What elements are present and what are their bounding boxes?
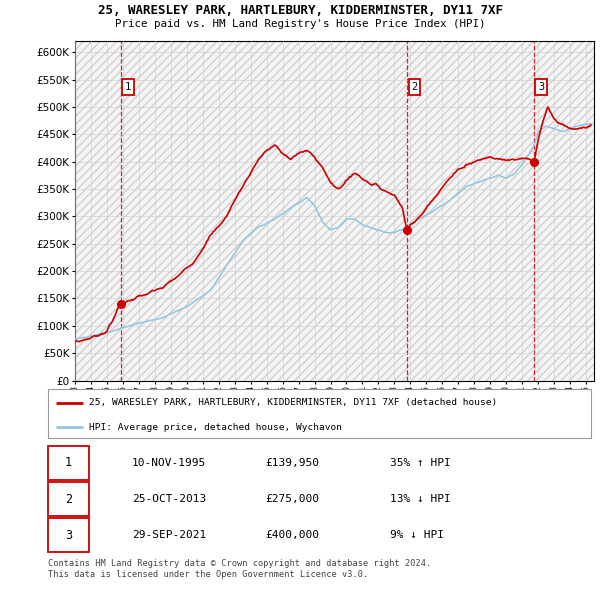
Text: 25-OCT-2013: 25-OCT-2013 <box>132 494 206 504</box>
Text: 2: 2 <box>65 493 72 506</box>
Text: 3: 3 <box>538 82 544 92</box>
Text: Price paid vs. HM Land Registry's House Price Index (HPI): Price paid vs. HM Land Registry's House … <box>115 19 485 29</box>
Text: HPI: Average price, detached house, Wychavon: HPI: Average price, detached house, Wych… <box>89 422 342 432</box>
Text: £400,000: £400,000 <box>265 530 319 540</box>
Text: 35% ↑ HPI: 35% ↑ HPI <box>390 458 451 468</box>
Bar <box>48 519 89 552</box>
Text: 29-SEP-2021: 29-SEP-2021 <box>132 530 206 540</box>
Text: 1: 1 <box>125 82 131 92</box>
Text: 25, WARESLEY PARK, HARTLEBURY, KIDDERMINSTER, DY11 7XF: 25, WARESLEY PARK, HARTLEBURY, KIDDERMIN… <box>97 4 503 17</box>
Text: 3: 3 <box>65 529 72 542</box>
Text: 1: 1 <box>65 457 72 470</box>
Text: 9% ↓ HPI: 9% ↓ HPI <box>390 530 444 540</box>
Text: 13% ↓ HPI: 13% ↓ HPI <box>390 494 451 504</box>
Text: £275,000: £275,000 <box>265 494 319 504</box>
Text: 25, WARESLEY PARK, HARTLEBURY, KIDDERMINSTER, DY11 7XF (detached house): 25, WARESLEY PARK, HARTLEBURY, KIDDERMIN… <box>89 398 497 408</box>
Text: 2: 2 <box>412 82 418 92</box>
Text: £139,950: £139,950 <box>265 458 319 468</box>
Text: Contains HM Land Registry data © Crown copyright and database right 2024.
This d: Contains HM Land Registry data © Crown c… <box>48 559 431 579</box>
Text: 10-NOV-1995: 10-NOV-1995 <box>132 458 206 468</box>
Bar <box>48 482 89 516</box>
Bar <box>48 446 89 480</box>
